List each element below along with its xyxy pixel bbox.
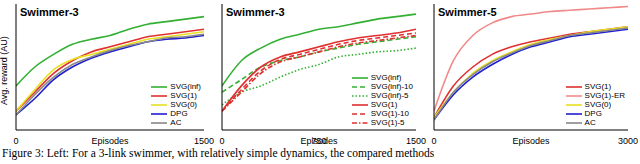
html-text:Figure 3: Left: For a 3-link s: Figure 3: Left: For a 3-link swimmer, wi… [2, 147, 435, 159]
html-text:SVG(0): SVG(0) [170, 100, 197, 109]
svg-text:0: 0 [219, 136, 224, 146]
html-text:DPG: DPG [584, 109, 602, 118]
html-text:SVG(1)-5: SVG(1)-5 [370, 118, 405, 127]
html-text:AC: AC [584, 118, 596, 127]
html-text:Swimmer-3: Swimmer-3 [20, 6, 79, 18]
svg-text:0: 0 [13, 136, 18, 146]
svg-text:1500: 1500 [406, 136, 426, 146]
svg-text:3000: 3000 [618, 136, 632, 146]
html-text:Swimmer-5: Swimmer-5 [438, 6, 497, 18]
html-text:SVG(inf)-5: SVG(inf)-5 [370, 91, 409, 100]
html-text:SVG(1): SVG(1) [584, 82, 612, 91]
html-text:SVG(inf): SVG(inf) [370, 73, 402, 82]
svg-text:Avg. reward (AU): Avg. reward (AU) [8, 36, 9, 105]
svg-text:1500: 1500 [194, 136, 214, 146]
html-text:SVG(1)-ER: SVG(1)-ER [584, 91, 625, 100]
html-text:SVG(1)-10: SVG(1)-10 [370, 109, 409, 118]
html-text:SVG(1): SVG(1) [170, 91, 197, 100]
html-text:SVG(inf): SVG(inf) [170, 82, 201, 91]
svg-text:Episodes: Episodes [300, 136, 338, 146]
html-text:SVG(1): SVG(1) [370, 100, 398, 109]
html-text:SVG(0): SVG(0) [584, 100, 612, 109]
html-text:Swimmer-3: Swimmer-3 [226, 6, 285, 18]
html-text:DPG: DPG [170, 109, 188, 118]
svg-text:Episodes: Episodes [91, 136, 129, 146]
html-text:AC: AC [170, 118, 182, 127]
html-text:SVG(inf)-10: SVG(inf)-10 [370, 82, 413, 91]
svg-text:Episodes: Episodes [512, 136, 550, 146]
svg-text:0: 0 [431, 136, 436, 146]
